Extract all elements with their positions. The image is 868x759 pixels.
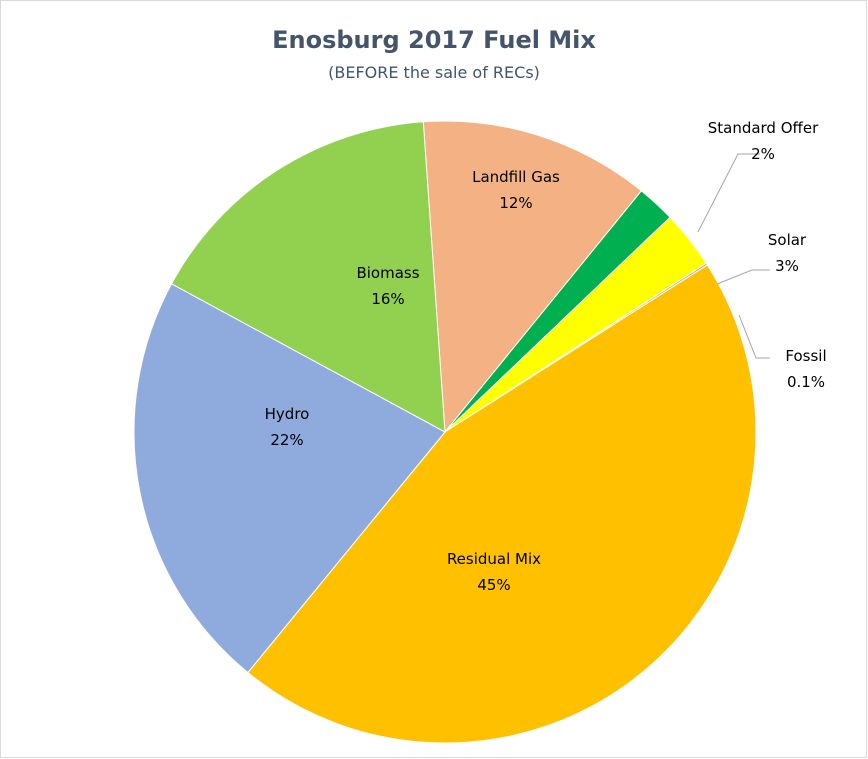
slice-label-landfill-gas: Landfill Gas 12% <box>472 168 560 212</box>
slice-value-residual-mix: 45% <box>477 576 510 594</box>
leader-lines <box>697 153 770 359</box>
leader-line-standard-offer <box>697 153 760 233</box>
leader-line-solar <box>716 269 770 285</box>
slice-name-landfill-gas: Landfill Gas <box>472 168 560 186</box>
slice-name-biomass: Biomass <box>356 264 419 282</box>
slice-label-solar: Solar 3% <box>768 231 807 275</box>
pie-slices <box>133 120 757 744</box>
slice-label-fossil: Fossil 0.1% <box>785 347 826 391</box>
chart-title: Enosburg 2017 Fuel Mix <box>272 26 596 54</box>
pie-slice-biomass <box>170 121 446 433</box>
slice-name-hydro: Hydro <box>265 405 310 423</box>
slice-label-standard-offer: Standard Offer 2% <box>708 119 819 163</box>
slice-value-hydro: 22% <box>270 431 303 449</box>
slice-value-fossil: 0.1% <box>787 373 825 391</box>
slice-name-fossil: Fossil <box>785 347 826 365</box>
slice-label-residual-mix: Residual Mix 45% <box>447 550 541 594</box>
pie-slice-residual-mix <box>247 264 757 744</box>
slice-name-solar: Solar <box>768 231 807 249</box>
slice-label-hydro: Hydro 22% <box>265 405 310 449</box>
chart-subtitle: (BEFORE the sale of RECs) <box>328 63 540 82</box>
slice-value-solar: 3% <box>775 257 799 275</box>
slice-value-landfill-gas: 12% <box>499 194 532 212</box>
pie-slice-landfill-gas <box>422 120 643 434</box>
slice-labels: Landfill Gas 12% Standard Offer 2% Solar 3% Fo… <box>265 119 827 594</box>
slice-name-standard-offer: Standard Offer <box>708 119 819 137</box>
slice-value-biomass: 16% <box>371 290 404 308</box>
slice-name-residual-mix: Residual Mix <box>447 550 541 568</box>
leader-line-fossil <box>738 314 770 359</box>
slice-value-standard-offer: 2% <box>751 145 775 163</box>
slice-label-biomass: Biomass 16% <box>356 264 419 308</box>
pie-slice-hydro <box>133 283 446 674</box>
